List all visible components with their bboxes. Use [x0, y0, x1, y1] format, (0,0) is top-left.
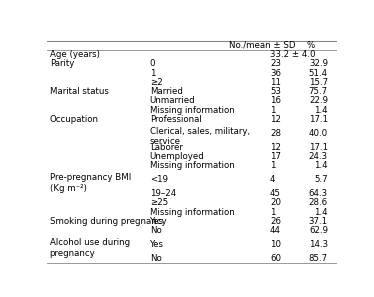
Text: Professional: Professional — [150, 115, 201, 124]
Text: Missing information: Missing information — [150, 106, 234, 115]
Text: 20: 20 — [270, 198, 281, 207]
Text: No: No — [150, 254, 162, 263]
Text: <19: <19 — [150, 175, 168, 184]
Text: 4: 4 — [270, 175, 275, 184]
Text: 23: 23 — [270, 59, 281, 68]
Text: 0: 0 — [150, 59, 155, 68]
Text: 19–24: 19–24 — [150, 189, 176, 198]
Text: 12: 12 — [270, 143, 281, 152]
Text: 32.9: 32.9 — [309, 59, 328, 68]
Text: ≥2: ≥2 — [150, 78, 162, 87]
Text: 28: 28 — [270, 129, 281, 138]
Text: 17.1: 17.1 — [309, 143, 328, 152]
Text: 45: 45 — [270, 189, 281, 198]
Text: Smoking during pregnancy: Smoking during pregnancy — [50, 217, 166, 226]
Text: ≥25: ≥25 — [150, 198, 168, 207]
Text: 24.3: 24.3 — [309, 152, 328, 161]
Text: Married: Married — [150, 87, 183, 96]
Text: 51.4: 51.4 — [309, 69, 328, 78]
Text: 33.2 ± 4.0: 33.2 ± 4.0 — [270, 50, 315, 59]
Text: Yes: Yes — [150, 217, 164, 226]
Text: 1: 1 — [270, 106, 275, 115]
Text: 26: 26 — [270, 217, 281, 226]
Text: 60: 60 — [270, 254, 281, 263]
Text: 62.9: 62.9 — [309, 226, 328, 235]
Text: Unmarried: Unmarried — [150, 96, 195, 105]
Text: Pre-pregnancy BMI
(Kg m⁻²): Pre-pregnancy BMI (Kg m⁻²) — [50, 173, 131, 192]
Text: 16: 16 — [270, 96, 281, 105]
Text: Age (years): Age (years) — [50, 50, 99, 59]
Text: Alcohol use during
pregnancy: Alcohol use during pregnancy — [50, 238, 130, 257]
Text: 15.7: 15.7 — [309, 78, 328, 87]
Text: Marital status: Marital status — [50, 87, 108, 96]
Text: 10: 10 — [270, 240, 281, 249]
Text: Missing information: Missing information — [150, 208, 234, 217]
Text: 1.4: 1.4 — [314, 106, 328, 115]
Text: No: No — [150, 226, 162, 235]
Text: 12: 12 — [270, 115, 281, 124]
Text: 17.1: 17.1 — [309, 115, 328, 124]
Text: 22.9: 22.9 — [309, 96, 328, 105]
Text: 36: 36 — [270, 69, 281, 78]
Text: 11: 11 — [270, 78, 281, 87]
Text: 40.0: 40.0 — [309, 129, 328, 138]
Text: 28.6: 28.6 — [309, 198, 328, 207]
Text: 1: 1 — [270, 208, 275, 217]
Text: 85.7: 85.7 — [309, 254, 328, 263]
Text: 5.7: 5.7 — [314, 175, 328, 184]
Text: 17: 17 — [270, 152, 281, 161]
Text: Clerical, sales, military,
service: Clerical, sales, military, service — [150, 127, 250, 146]
Text: %: % — [306, 41, 315, 50]
Text: 14.3: 14.3 — [309, 240, 328, 249]
Text: 44: 44 — [270, 226, 281, 235]
Text: Unemployed: Unemployed — [150, 152, 205, 161]
Text: 1: 1 — [150, 69, 155, 78]
Text: 1.4: 1.4 — [314, 161, 328, 170]
Text: Missing information: Missing information — [150, 161, 234, 170]
Text: No./mean ± SD: No./mean ± SD — [229, 41, 295, 50]
Text: Yes: Yes — [150, 240, 164, 249]
Text: 53: 53 — [270, 87, 281, 96]
Text: 75.7: 75.7 — [309, 87, 328, 96]
Text: Occupation: Occupation — [50, 115, 99, 124]
Text: 37.1: 37.1 — [309, 217, 328, 226]
Text: 1.4: 1.4 — [314, 208, 328, 217]
Text: 64.3: 64.3 — [309, 189, 328, 198]
Text: Parity: Parity — [50, 59, 74, 68]
Text: 1: 1 — [270, 161, 275, 170]
Text: Laborer: Laborer — [150, 143, 183, 152]
